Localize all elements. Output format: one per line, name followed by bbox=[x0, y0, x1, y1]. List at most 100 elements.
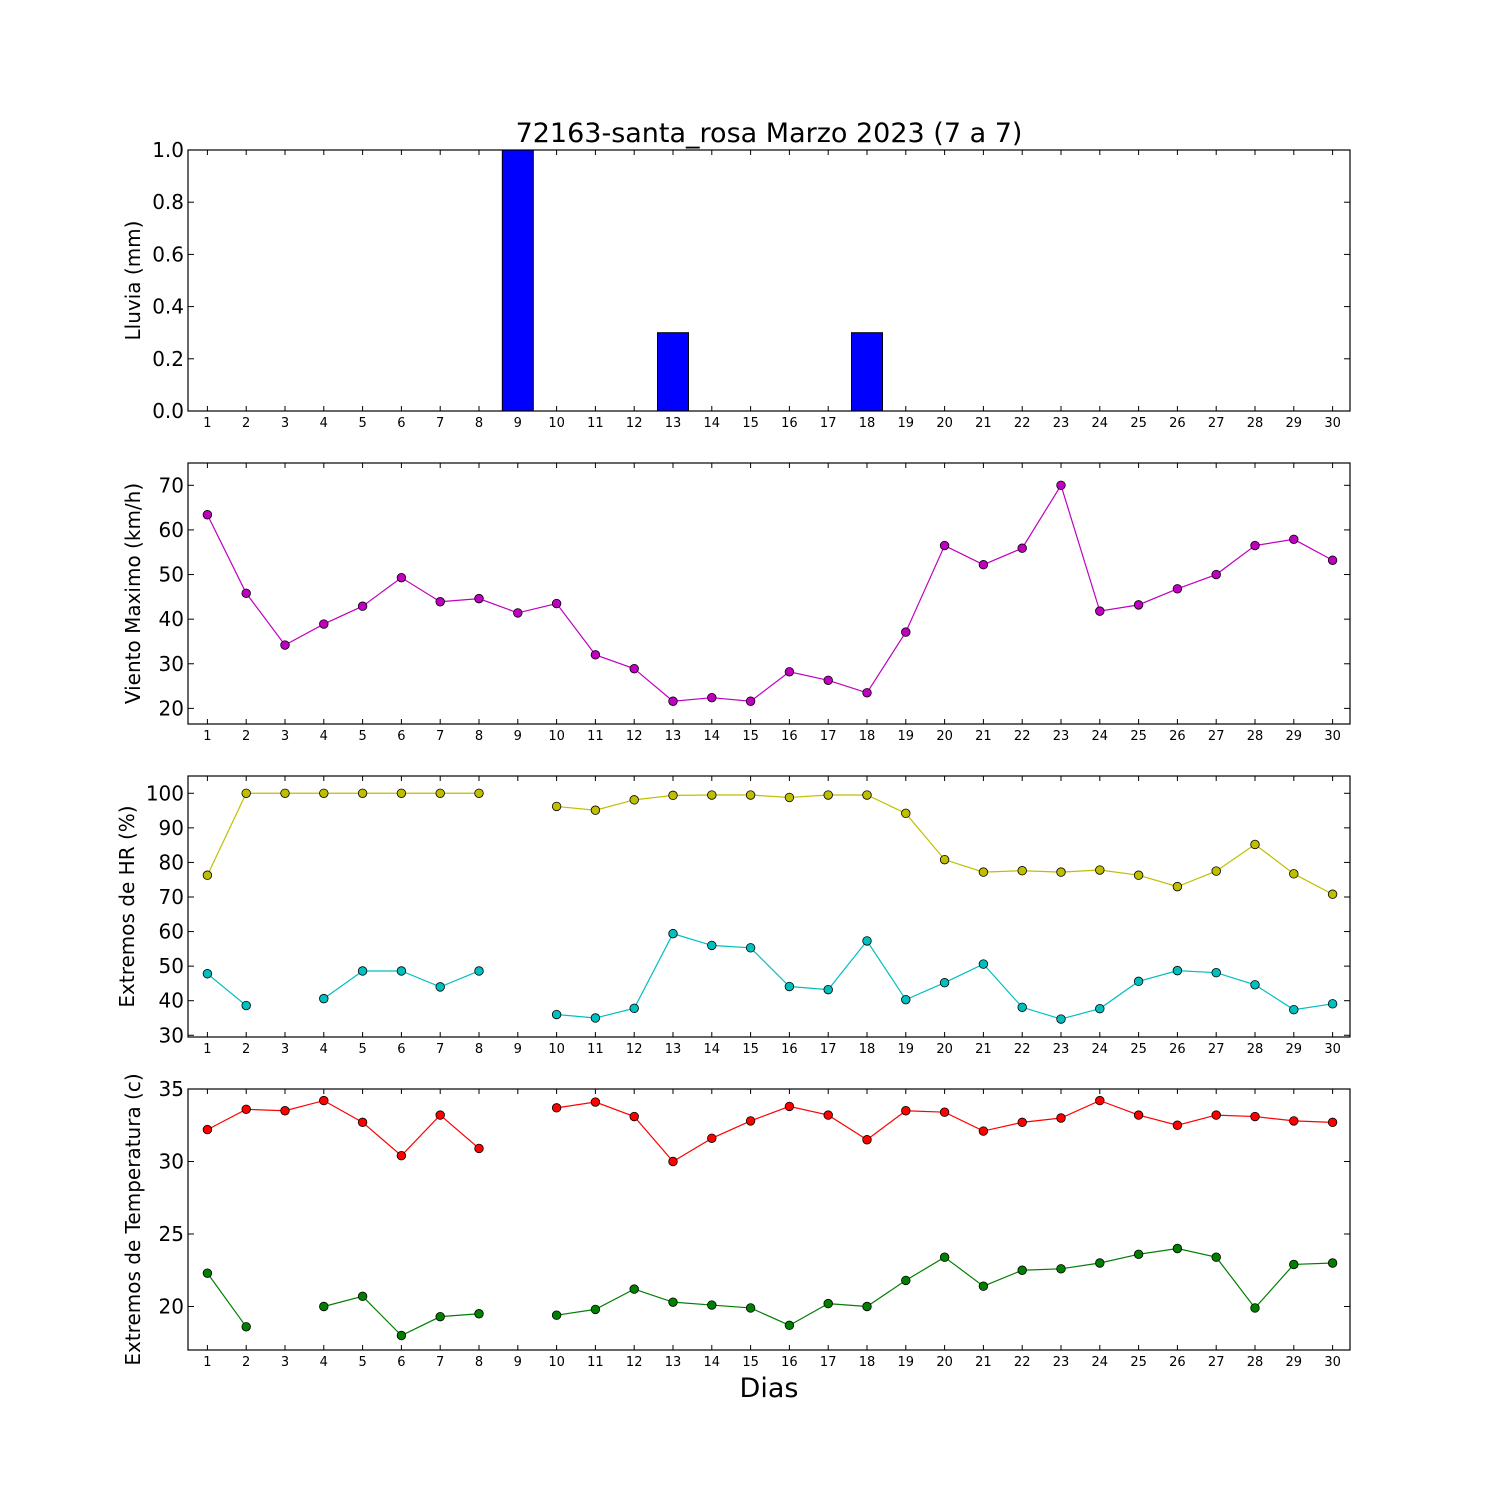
temperature-xtick-label: 17 bbox=[820, 1355, 837, 1370]
rain-xtick-label: 6 bbox=[397, 416, 405, 431]
wind-series-1-point bbox=[707, 692, 717, 703]
temperature-series-2-point bbox=[396, 1330, 407, 1341]
humidity-xtick-label: 29 bbox=[1286, 1042, 1303, 1057]
rain-xtick-label: 17 bbox=[820, 416, 837, 431]
humidity-xtick-label: 28 bbox=[1247, 1042, 1264, 1057]
humidity-series-2-point bbox=[629, 1003, 639, 1014]
humidity-series-2-point bbox=[590, 1013, 601, 1023]
temperature-xtick-label: 8 bbox=[475, 1355, 483, 1370]
temperature-series-2-point bbox=[474, 1309, 484, 1319]
temperature-series-1-point bbox=[1172, 1120, 1183, 1130]
temperature-series-1-point bbox=[668, 1156, 678, 1167]
wind-xtick-label: 8 bbox=[475, 729, 483, 744]
rain-xtick-label: 15 bbox=[742, 416, 759, 431]
rain-xtick-label: 3 bbox=[281, 416, 289, 431]
wind-ytick-label: 70 bbox=[159, 473, 184, 497]
rain-xtick-label: 2 bbox=[242, 416, 250, 431]
temperature-series-2-point bbox=[1095, 1258, 1105, 1268]
rain-bar bbox=[501, 149, 534, 412]
wind-series-1-point bbox=[823, 675, 833, 685]
temperature-series-1-point bbox=[823, 1110, 833, 1120]
humidity-ytick-label: 80 bbox=[159, 850, 184, 874]
humidity-series-1-point bbox=[939, 854, 950, 865]
wind-xtick-label: 25 bbox=[1130, 729, 1147, 744]
rain-xtick-label: 20 bbox=[936, 416, 953, 431]
temperature-series-1-point bbox=[280, 1106, 290, 1116]
humidity-series-1-point bbox=[1172, 881, 1183, 892]
humidity-series-1-point bbox=[241, 788, 251, 798]
humidity-xtick-label: 15 bbox=[742, 1042, 759, 1057]
temperature-series-1-point bbox=[1327, 1117, 1338, 1128]
wind-ytick-label: 50 bbox=[159, 563, 184, 587]
wind-xtick-label: 29 bbox=[1286, 729, 1303, 744]
wind-series-1-point bbox=[513, 608, 523, 618]
humidity-series-2-point bbox=[551, 1009, 562, 1020]
temperature-series-2-point bbox=[823, 1298, 833, 1309]
humidity-series-1-point bbox=[745, 790, 756, 800]
wind-xtick-label: 13 bbox=[665, 729, 682, 744]
wind-xtick-label: 9 bbox=[514, 729, 522, 744]
rain-xtick-label: 1 bbox=[203, 416, 211, 431]
temperature-series-2-point bbox=[241, 1322, 251, 1332]
rain-ytick-label: 0.8 bbox=[152, 190, 184, 214]
humidity-series-2-point bbox=[396, 966, 407, 976]
humidity-xtick-label: 3 bbox=[281, 1042, 289, 1057]
temperature-series-2-point bbox=[435, 1311, 445, 1322]
rain-ytick-label: 0.4 bbox=[152, 295, 184, 319]
wind-series-1-point bbox=[1056, 480, 1066, 491]
humidity-xtick-label: 12 bbox=[626, 1042, 643, 1057]
humidity-plot-frame bbox=[187, 775, 1351, 1038]
rain-xtick-label: 22 bbox=[1014, 416, 1031, 431]
wind-series-1-point bbox=[862, 688, 872, 698]
humidity-xtick-label: 7 bbox=[436, 1042, 444, 1057]
rain-plot-frame bbox=[187, 149, 1351, 412]
rain-xtick-label: 11 bbox=[587, 416, 604, 431]
x-axis-label: Dias bbox=[740, 1373, 799, 1404]
temperature-series-2-point bbox=[862, 1301, 872, 1312]
rain-xtick-label: 28 bbox=[1247, 416, 1264, 431]
wind-xtick-label: 23 bbox=[1053, 729, 1070, 744]
humidity-series-2-point bbox=[939, 978, 950, 988]
temperature-series-2-point bbox=[202, 1268, 213, 1278]
humidity-series-1-point bbox=[707, 790, 717, 800]
wind-series-1-line bbox=[206, 483, 1333, 702]
temperature-series-2-point bbox=[590, 1304, 601, 1315]
temperature-series-2-point bbox=[1289, 1259, 1299, 1270]
humidity-series-2-point bbox=[474, 966, 484, 976]
wind-xtick-label: 15 bbox=[742, 729, 759, 744]
temperature-series-1-point bbox=[745, 1116, 756, 1126]
wind-series-1-point bbox=[939, 540, 950, 551]
wind-series-1-point bbox=[319, 619, 329, 629]
humidity-xtick-label: 17 bbox=[820, 1042, 837, 1057]
temperature-xtick-label: 11 bbox=[587, 1355, 604, 1370]
humidity-xtick-label: 9 bbox=[514, 1042, 522, 1057]
temperature-series-2-point bbox=[745, 1303, 756, 1313]
temperature-xtick-label: 4 bbox=[320, 1355, 328, 1370]
temperature-series-2-point bbox=[978, 1281, 989, 1291]
wind-xtick-label: 4 bbox=[320, 729, 328, 744]
humidity-series-1-point bbox=[1289, 869, 1299, 879]
temperature-ytick-label: 35 bbox=[159, 1077, 184, 1101]
temperature-xtick-label: 23 bbox=[1053, 1355, 1070, 1370]
rain-xtick-label: 26 bbox=[1169, 416, 1186, 431]
wind-series-1-point bbox=[1289, 534, 1299, 544]
rain-y-axis-label: Lluvia (mm) bbox=[121, 221, 145, 341]
temperature-series-1-point bbox=[551, 1103, 562, 1113]
temperature-series-1-point bbox=[1056, 1113, 1066, 1123]
temperature-xtick-label: 21 bbox=[975, 1355, 992, 1370]
temperature-series-2-point bbox=[1211, 1252, 1221, 1262]
temperature-series-1-point bbox=[1250, 1111, 1260, 1122]
wind-xtick-label: 6 bbox=[397, 729, 405, 744]
temperature-ytick-label: 20 bbox=[159, 1295, 184, 1319]
humidity-series-2-point bbox=[435, 982, 445, 992]
humidity-ytick-label: 100 bbox=[146, 781, 184, 805]
wind-xtick-label: 19 bbox=[898, 729, 915, 744]
temperature-xtick-label: 13 bbox=[665, 1355, 682, 1370]
wind-series-1-point bbox=[241, 588, 251, 598]
humidity-xtick-label: 14 bbox=[704, 1042, 721, 1057]
rain-xtick-label: 25 bbox=[1130, 416, 1147, 431]
temperature-series-2-line bbox=[323, 1295, 480, 1337]
rain-ytick-label: 1.0 bbox=[152, 138, 184, 162]
temperature-series-1-point bbox=[396, 1150, 407, 1161]
